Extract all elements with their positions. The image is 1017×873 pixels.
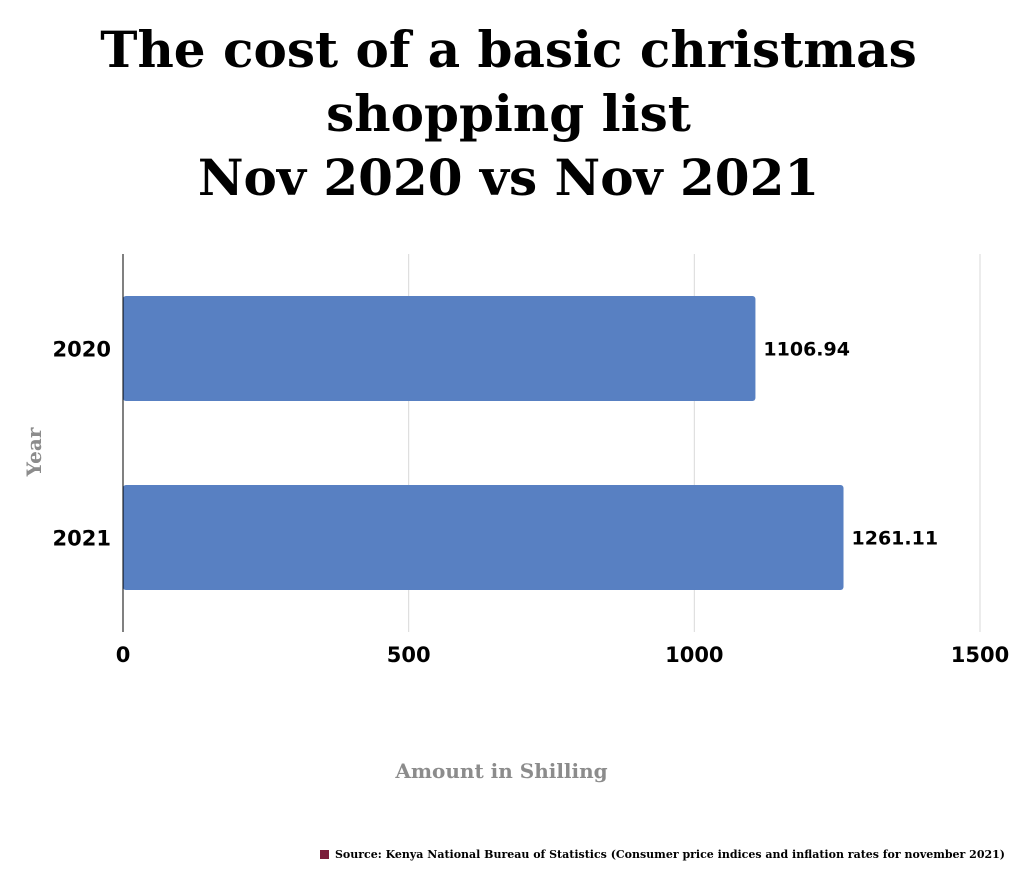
title-line: The cost of a basic christmas — [100, 20, 917, 79]
source-swatch — [319, 850, 329, 859]
title-line: Nov 2020 vs Nov 2021 — [197, 148, 820, 207]
data-label-2021: 1261.11 — [852, 528, 939, 550]
chart-title: The cost of a basic christmas shopping l… — [0, 18, 1017, 210]
x-tick-label: 500 — [387, 643, 431, 667]
source-text: Source: Kenya National Bureau of Statist… — [334, 848, 1005, 861]
x-tick-label: 1500 — [951, 643, 1009, 667]
title-line: shopping list — [326, 84, 691, 143]
source-note: Source: Kenya National Bureau of Statist… — [319, 848, 1005, 861]
y-tick-label-2021: 2021 — [53, 527, 111, 551]
x-tick-label: 0 — [116, 643, 131, 667]
y-tick-label-2020: 2020 — [53, 338, 111, 362]
data-labels: 1106.94 1261.11 — [763, 339, 938, 550]
y-axis-title: Year — [22, 427, 46, 477]
data-label-2020: 1106.94 — [763, 339, 850, 361]
x-tick-labels: 0 500 1000 1500 — [116, 643, 1010, 667]
bar-2020 — [123, 296, 756, 401]
bar-2021 — [123, 485, 844, 590]
y-tick-labels: 2020 2021 — [53, 338, 111, 551]
x-tick-label: 1000 — [665, 643, 723, 667]
x-axis-title: Amount in Shilling — [394, 759, 607, 783]
bars — [123, 296, 844, 590]
